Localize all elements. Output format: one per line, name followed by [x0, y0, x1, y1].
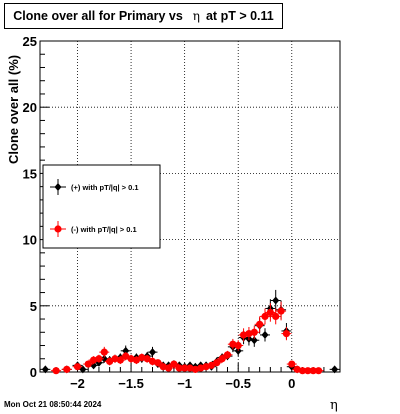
minus-series-point: [116, 356, 124, 364]
minus-series-point: [132, 356, 141, 364]
minus-series-point: [181, 364, 189, 372]
legend-label-plus: (+) with pT/|q| > 0.1: [71, 183, 139, 192]
title-eta-symbol: η: [192, 9, 200, 23]
minus-series-point: [207, 361, 216, 369]
title-suffix: at pT > 0.11: [205, 9, 274, 23]
legend-box: [42, 164, 161, 249]
title-prefix: Clone over all for Primary vs: [13, 9, 183, 23]
plus-series-point: [331, 365, 339, 374]
plus-series-point: [122, 346, 130, 355]
legend-label-minus: (-) with pT/|q| > 0.1: [71, 225, 137, 234]
minus-series-point: [52, 367, 60, 375]
y-tick-label: 20: [23, 100, 37, 115]
minus-series-point: [272, 312, 280, 320]
plus-series-point: [149, 348, 156, 357]
minus-series-point: [122, 352, 130, 360]
y-tick-label: 15: [23, 166, 37, 181]
chart-title: Clone over all for Primary vs η at pT > …: [4, 3, 283, 29]
minus-series-point: [143, 355, 151, 363]
minus-series-point: [223, 351, 232, 359]
minus-series-point: [154, 359, 162, 367]
minus-series-point: [282, 330, 291, 338]
plus-series-point: [79, 365, 87, 374]
minus-series-point: [175, 364, 183, 372]
y-tick-label: 5: [30, 299, 37, 314]
minus-series-point: [84, 360, 92, 368]
datestamp: Mon Oct 21 08:50:44 2024: [4, 400, 102, 409]
minus-series-point: [261, 312, 269, 320]
y-tick-label: 25: [23, 34, 37, 49]
minus-series-point: [250, 328, 258, 336]
minus-series-point: [314, 367, 323, 375]
minus-series-point: [256, 320, 264, 328]
minus-series-point: [170, 360, 178, 368]
minus-series-point: [73, 363, 82, 371]
legend-marker-minus: [54, 225, 62, 233]
x-tick-label: −1: [177, 376, 192, 391]
minus-series-point: [288, 360, 296, 368]
minus-series-point: [266, 308, 274, 317]
minus-series-point: [277, 307, 285, 315]
minus-series-point: [304, 367, 312, 375]
minus-series-point: [63, 365, 71, 373]
plus-series-point: [90, 361, 98, 370]
x-tick-label: −2: [70, 376, 85, 391]
x-axis-label: η: [330, 398, 338, 413]
legend-marker-plus: [54, 183, 62, 191]
plus-series-point: [41, 365, 49, 374]
y-tick-label: 10: [23, 233, 37, 248]
minus-series-point: [309, 367, 317, 375]
plus-series-point: [250, 336, 258, 345]
minus-series-point: [106, 357, 114, 366]
x-tick-label: −1.5: [118, 376, 144, 391]
plus-series-point: [272, 296, 280, 305]
plus-series-point: [261, 330, 269, 339]
plus-series-point: [100, 354, 108, 363]
minus-series-point: [218, 355, 226, 363]
minus-series-point: [298, 367, 307, 375]
x-tick-label: −0.5: [225, 376, 251, 391]
x-tick-label: 0: [288, 376, 295, 391]
minus-series-point: [234, 341, 242, 350]
y-tick-label: 0: [30, 365, 37, 380]
minus-series-point: [95, 355, 103, 363]
minus-series-point: [164, 364, 173, 372]
minus-series-point: [213, 359, 221, 367]
minus-series-point: [100, 348, 108, 356]
